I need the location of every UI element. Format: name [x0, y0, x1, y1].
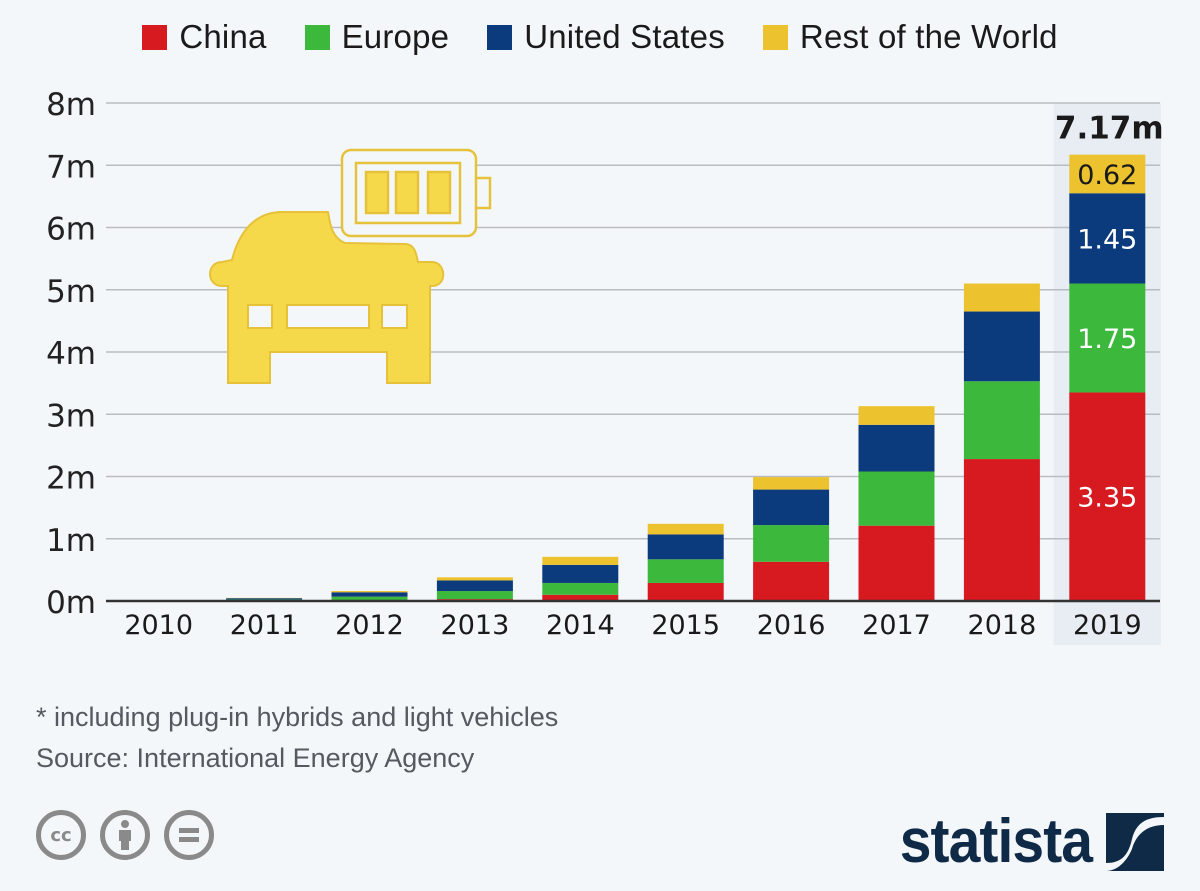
legend-swatch-china — [142, 24, 168, 50]
bar-segment-united-states — [858, 424, 935, 472]
bar-segment-europe — [542, 582, 619, 595]
bar-segment-china — [753, 561, 830, 601]
bar-segment-united-states — [542, 564, 619, 583]
bar-segment-rest-of-the-world — [542, 556, 619, 565]
data-label-china: 3.35 — [1077, 483, 1137, 514]
x-tick-label: 2018 — [968, 610, 1037, 641]
bar-segment-rest-of-the-world — [436, 577, 513, 581]
y-tick-label: 4m — [46, 336, 96, 372]
bar-segment-china — [647, 582, 724, 601]
legend-label-europe: Europe — [341, 18, 450, 55]
bar-segment-china — [542, 594, 619, 601]
legend-item-china: China — [142, 18, 266, 56]
car-icon — [209, 211, 445, 384]
y-tick-label: 0m — [46, 585, 96, 621]
bar-stack-2014 — [542, 556, 619, 601]
y-tick-label: 1m — [46, 523, 96, 559]
brand-name: statista — [899, 807, 1093, 876]
bar-stack-2017 — [858, 406, 935, 601]
legend: China Europe United States Rest of the W… — [0, 18, 1200, 56]
bar-stack-2016 — [753, 477, 830, 601]
data-label-europe: 1.75 — [1077, 324, 1137, 355]
legend-item-europe: Europe — [304, 18, 450, 56]
bar-stack-2012 — [331, 591, 408, 601]
x-tick-label: 2010 — [124, 610, 193, 641]
x-tick-label: 2014 — [546, 610, 615, 641]
bar-segment-europe — [331, 596, 408, 601]
legend-label-china: China — [179, 18, 267, 55]
bar-segment-united-states — [963, 311, 1040, 382]
license-badges: cc — [36, 810, 214, 860]
y-tick-label: 8m — [46, 87, 96, 123]
bar-segment-united-states — [436, 580, 513, 592]
electric-car-battery-icon — [209, 148, 492, 384]
y-tick-label: 7m — [46, 149, 96, 185]
bar-stack-2015 — [647, 523, 724, 601]
bar-segment-united-states — [753, 489, 830, 526]
footnote-note: * including plug-in hybrids and light ve… — [36, 702, 559, 732]
bar-segment-rest-of-the-world — [963, 283, 1040, 312]
bar-segment-europe — [647, 559, 724, 583]
person-glyph — [119, 820, 131, 850]
bar-segment-rest-of-the-world — [647, 523, 724, 535]
creative-commons-icon[interactable]: cc — [36, 810, 86, 860]
bar-segment-united-states — [1069, 193, 1146, 284]
bar-segment-rest-of-the-world — [858, 406, 935, 425]
battery-icon — [340, 148, 492, 238]
bar-segment-rest-of-the-world — [753, 477, 830, 490]
x-tick-label: 2012 — [335, 610, 404, 641]
bar-segment-china — [1069, 392, 1146, 601]
bar-segment-europe — [858, 471, 935, 526]
bar-segment-europe — [1069, 283, 1146, 393]
total-label: 7.17m — [1055, 111, 1164, 147]
statista-logo-icon — [1106, 812, 1164, 871]
bar-segment-europe — [753, 525, 830, 562]
bar-segment-china — [963, 459, 1040, 601]
bar-segment-united-states — [331, 592, 408, 597]
bar-stack-2018 — [963, 283, 1040, 601]
bar-segment-united-states — [226, 598, 303, 600]
legend-swatch-rest-of-world — [762, 24, 788, 50]
bar-stack-2013 — [436, 577, 513, 601]
x-tick-label: 2016 — [757, 610, 826, 641]
data-label-rest-of-the-world: 0.62 — [1077, 160, 1137, 191]
no-derivatives-icon[interactable] — [164, 810, 214, 860]
x-tick-label: 2013 — [441, 610, 510, 641]
bar-stack-2019 — [1069, 154, 1146, 601]
footnote: * including plug-in hybrids and light ve… — [36, 697, 558, 779]
x-tick-label: 2017 — [862, 610, 931, 641]
bar-labels: 3.35 1.75 1.45 0.62 7.17m — [1055, 111, 1164, 514]
bar-segment-united-states — [647, 534, 724, 560]
x-tick-label: 2019 — [1073, 610, 1142, 641]
legend-item-united-states: United States — [487, 18, 725, 56]
source-text: Source: International Energy Agency — [36, 743, 475, 773]
legend-item-rest-of-world: Rest of the World — [762, 18, 1058, 56]
y-axis-ticks: 0m 1m 2m 3m 4m 5m 6m 7m 8m — [46, 87, 96, 621]
data-label-united-states: 1.45 — [1077, 224, 1137, 255]
x-tick-label: 2011 — [230, 610, 299, 641]
y-tick-label: 5m — [46, 274, 96, 310]
legend-swatch-europe — [304, 24, 330, 50]
bar-segment-europe — [436, 591, 513, 600]
bar-segment-rest-of-the-world — [1069, 154, 1146, 194]
legend-swatch-united-states — [487, 24, 513, 50]
y-tick-label: 3m — [46, 398, 96, 434]
attribution-icon[interactable] — [100, 810, 150, 860]
bar-segment-rest-of-the-world — [331, 591, 408, 593]
statista-logo[interactable]: statista — [883, 806, 1164, 877]
y-tick-label: 6m — [46, 212, 96, 248]
legend-label-united-states: United States — [524, 18, 725, 55]
y-tick-label: 2m — [46, 461, 96, 497]
legend-label-rest-of-world: Rest of the World — [799, 18, 1058, 55]
x-axis-ticks: 2010 2011 2012 2013 2014 2015 2016 2017 2018 2019 — [124, 610, 1141, 641]
x-tick-label: 2015 — [651, 610, 720, 641]
bar-segment-china — [858, 525, 935, 601]
equals-glyph — [179, 828, 199, 842]
bar-segment-europe — [963, 381, 1040, 460]
bars — [120, 154, 1146, 601]
